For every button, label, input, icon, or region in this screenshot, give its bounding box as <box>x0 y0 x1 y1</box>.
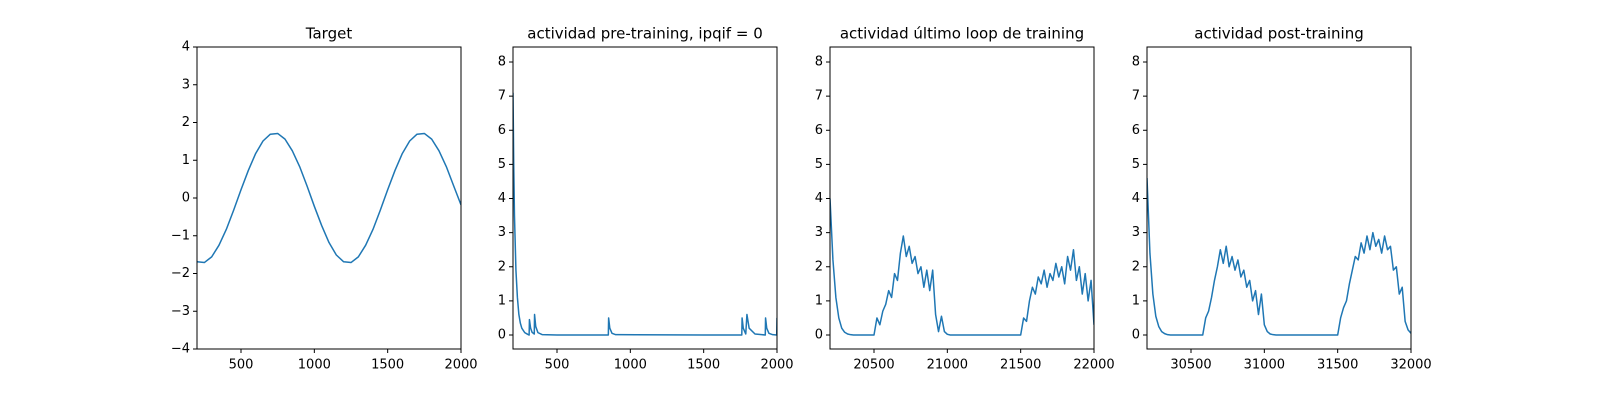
y-tick-label: 1 <box>815 293 823 308</box>
y-tick-label: 3 <box>815 225 823 240</box>
x-tick-label: 500 <box>545 358 570 373</box>
subplot-title: actividad último loop de training <box>840 25 1084 43</box>
y-tick-label: 8 <box>498 55 506 70</box>
y-tick-label: 4 <box>498 191 506 206</box>
y-tick-label: 2 <box>1132 259 1140 274</box>
y-tick-label: 5 <box>1132 157 1140 172</box>
plot-frame <box>829 46 1095 350</box>
x-tick-label: 2000 <box>444 358 477 373</box>
y-tick-label: 2 <box>815 259 823 274</box>
y-tick-label: 0 <box>1132 328 1140 343</box>
x-tick-label: 21500 <box>1000 358 1041 373</box>
y-tick-label: 3 <box>498 225 506 240</box>
x-tick-label: 500 <box>229 358 254 373</box>
subplot-title: actividad post-training <box>1194 25 1363 43</box>
y-tick-label: 6 <box>815 123 823 138</box>
line <box>197 132 461 264</box>
y-tick-label: 7 <box>498 89 506 104</box>
y-tick-label: 8 <box>1132 55 1140 70</box>
y-tick-label: 1 <box>182 153 190 168</box>
y-tick-label: 1 <box>498 293 506 308</box>
y-tick-label: 4 <box>815 191 823 206</box>
y-tick-label: 4 <box>1132 191 1140 206</box>
line <box>513 92 777 336</box>
y-tick-label: 7 <box>815 89 823 104</box>
y-tick-label: 6 <box>498 123 506 138</box>
y-tick-label: 1 <box>1132 293 1140 308</box>
x-tick-label: 2000 <box>760 358 793 373</box>
y-tick-label: 2 <box>498 259 506 274</box>
y-tick-label: 0 <box>182 191 190 206</box>
plot-frame <box>512 46 778 350</box>
y-tick-label: 2 <box>182 115 190 130</box>
y-tick-label: 5 <box>815 157 823 172</box>
x-tick-label: 22000 <box>1073 358 1114 373</box>
plot-frame <box>1146 46 1412 350</box>
x-tick-label: 1000 <box>298 358 331 373</box>
y-tick-label: 7 <box>1132 89 1140 104</box>
x-tick-label: 1500 <box>687 358 720 373</box>
subplot-title: actividad pre-training, ipqif = 0 <box>527 25 763 43</box>
y-tick-label: −2 <box>171 266 190 281</box>
y-tick-label: 3 <box>1132 225 1140 240</box>
y-tick-label: 0 <box>498 328 506 343</box>
plot-frame <box>196 46 462 350</box>
line <box>1147 178 1411 336</box>
y-tick-label: 6 <box>1132 123 1140 138</box>
y-tick-label: −4 <box>171 342 190 357</box>
y-tick-label: −3 <box>171 304 190 319</box>
x-tick-label: 1000 <box>614 358 647 373</box>
x-tick-label: 1500 <box>371 358 404 373</box>
y-tick-label: 3 <box>182 77 190 92</box>
x-tick-label: 30500 <box>1170 358 1211 373</box>
line <box>830 198 1094 336</box>
y-tick-label: 8 <box>815 55 823 70</box>
x-tick-label: 31000 <box>1244 358 1285 373</box>
x-tick-label: 31500 <box>1317 358 1358 373</box>
x-tick-label: 21000 <box>927 358 968 373</box>
subplot-title: Target <box>305 25 353 43</box>
y-tick-label: 0 <box>815 328 823 343</box>
x-tick-label: 32000 <box>1390 358 1431 373</box>
y-tick-label: 5 <box>498 157 506 172</box>
y-tick-label: −1 <box>171 228 190 243</box>
x-tick-label: 20500 <box>853 358 894 373</box>
y-tick-label: 4 <box>182 40 190 55</box>
